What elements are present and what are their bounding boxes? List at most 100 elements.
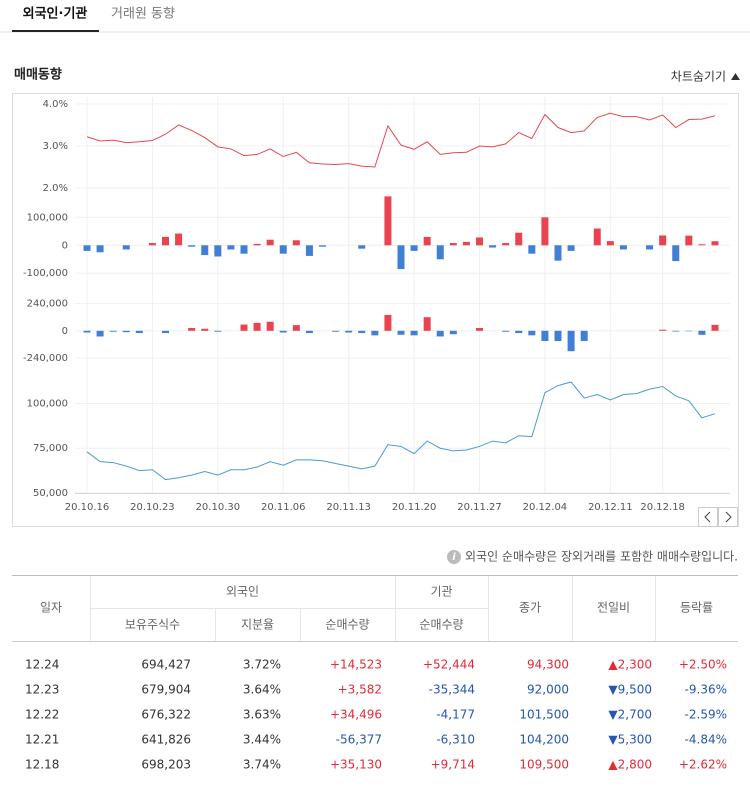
x-tick-label: 20.11.27 — [457, 502, 502, 513]
bar — [567, 330, 575, 352]
bar — [227, 245, 235, 250]
x-tick-label: 20.12.11 — [588, 502, 633, 513]
table-cell: 104,200 — [519, 733, 569, 747]
table-cell: 12.22 — [25, 708, 59, 722]
prev-button[interactable] — [698, 507, 718, 527]
table-cell: 12.18 — [25, 758, 59, 772]
y-tick-label: 50,000 — [33, 488, 68, 499]
table-cell: ▼2,700 — [608, 708, 652, 722]
section-title: 매매동향 — [14, 67, 62, 83]
table-cell: -2.59% — [685, 708, 727, 722]
bar — [619, 245, 627, 250]
table-cell: 641,826 — [141, 733, 191, 747]
bar — [397, 330, 405, 335]
bar — [659, 235, 667, 246]
tab[interactable]: 거래원 동향 — [111, 7, 175, 22]
bar — [240, 324, 248, 331]
bar — [698, 244, 706, 246]
x-tick-label: 20.10.16 — [65, 502, 110, 513]
y-tick-label: -240,000 — [23, 353, 68, 364]
table-header: 등락률 — [680, 601, 713, 615]
table-cell: +34,496 — [330, 708, 382, 722]
bar — [292, 240, 300, 246]
next-button[interactable] — [718, 507, 738, 527]
table-cell: ▼5,300 — [608, 733, 652, 747]
bar — [292, 325, 300, 331]
table-cell: -4.84% — [685, 733, 727, 747]
toggle[interactable]: 차트숨기기 — [671, 70, 726, 84]
bar — [109, 330, 117, 332]
y-tick-label: -100,000 — [23, 268, 68, 279]
bar — [698, 330, 706, 335]
bar — [449, 330, 457, 335]
bar — [135, 330, 143, 334]
chart-box — [12, 93, 739, 527]
table-cell: 676,322 — [141, 708, 191, 722]
bar — [266, 321, 274, 331]
toggle-icon[interactable] — [731, 73, 740, 80]
bar — [148, 243, 156, 246]
bar — [122, 245, 130, 250]
bar — [515, 330, 523, 334]
info-icon-glyph: i — [452, 552, 456, 563]
bar — [554, 330, 562, 341]
bar — [201, 245, 209, 256]
bar — [410, 245, 418, 251]
bar — [528, 245, 536, 254]
table-cell: 679,904 — [141, 683, 191, 697]
y-tick-label: 100,000 — [27, 212, 68, 223]
x-tick-label: 20.11.20 — [392, 502, 437, 513]
x-tick-label: 20.11.13 — [326, 502, 371, 513]
bar — [528, 330, 536, 336]
tab[interactable]: 외국인·기관 — [23, 6, 88, 22]
table-cell: 3.64% — [243, 683, 281, 697]
table-subheader: 지분율 — [241, 618, 274, 632]
bar — [371, 330, 379, 336]
bar — [502, 243, 510, 246]
bar — [214, 245, 222, 257]
table-header: 외국인 — [226, 585, 259, 599]
bar — [305, 245, 313, 256]
y-tick-label: 2.0% — [43, 183, 68, 194]
bar — [279, 330, 287, 333]
table-header: 종가 — [519, 601, 541, 615]
bar — [96, 330, 104, 337]
bar — [384, 314, 392, 331]
table-cell: 12.24 — [25, 658, 59, 672]
table-cell: -9.36% — [685, 683, 727, 697]
bar — [162, 236, 169, 246]
bar — [358, 330, 366, 334]
bar — [96, 245, 104, 253]
table-cell: -56,377 — [336, 733, 382, 747]
bar — [358, 245, 366, 249]
x-tick-label: 20.12.18 — [640, 502, 685, 513]
table-cell: +3,582 — [338, 683, 382, 697]
y-tick-label: 3.0% — [43, 141, 68, 152]
line — [86, 381, 716, 481]
bar — [332, 330, 340, 332]
next-icon[interactable] — [725, 511, 732, 523]
bar — [201, 328, 209, 331]
bar — [580, 330, 588, 341]
bar — [305, 330, 313, 334]
bar — [83, 330, 91, 333]
nav[interactable] — [698, 507, 738, 527]
bar — [423, 317, 431, 331]
table-subheader: 순매수량 — [419, 618, 463, 632]
bar — [659, 329, 667, 331]
bar — [397, 245, 405, 270]
bar — [541, 217, 549, 246]
x-tick-label: 20.11.06 — [261, 502, 306, 513]
prev-icon[interactable] — [704, 511, 711, 523]
bar — [345, 330, 353, 333]
bar — [384, 196, 392, 246]
bar — [672, 245, 680, 262]
x-tick-label: 20.10.23 — [130, 502, 175, 513]
bar — [593, 228, 601, 246]
bar — [83, 245, 91, 251]
table-cell: ▲2,800 — [608, 758, 652, 772]
bar — [423, 236, 431, 246]
table-cell: +2.62% — [679, 758, 727, 772]
